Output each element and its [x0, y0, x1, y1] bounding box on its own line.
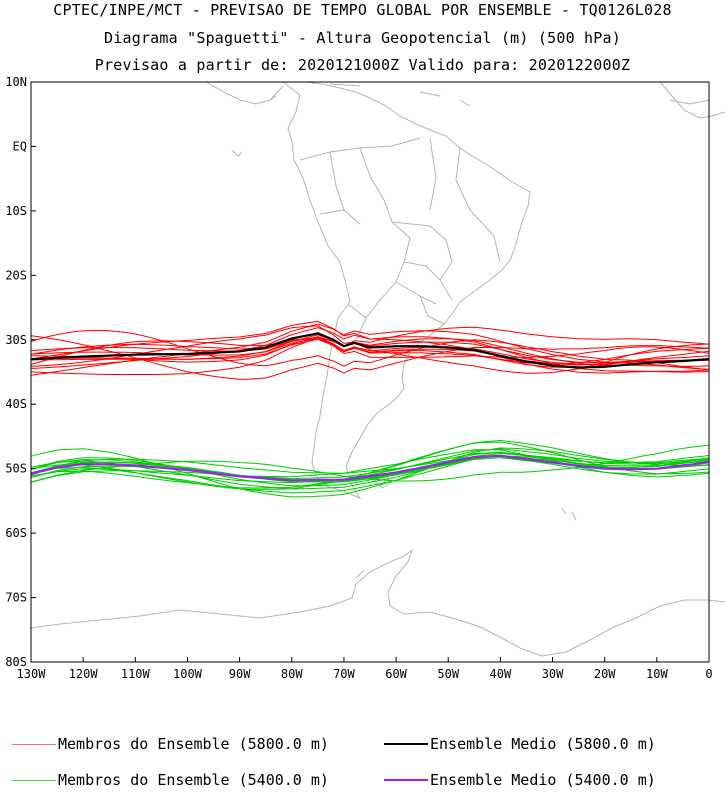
title-line-2: Diagrama "Spaguetti" - Altura Geopotenci…: [104, 29, 621, 47]
longitude-axis: 130W 120W 110W 100W 90W 80W 70W 60W 50W 40W 30W 20W…: [17, 657, 713, 681]
member-line-5800-3: [30, 329, 710, 371]
member-line-5400-5: [30, 439, 709, 489]
legend-swatch-purple: [384, 779, 428, 781]
lon-tick-label: 80W: [281, 667, 303, 681]
lat-tick-label: 20S: [5, 268, 27, 282]
member-line-5400-12: [30, 455, 710, 494]
member-line-5400-6: [30, 447, 710, 498]
member-line-5800-9: [30, 335, 710, 380]
lon-tick-label: 20W: [594, 667, 616, 681]
member-line-5400-1: [30, 449, 710, 483]
lat-tick-label: 10S: [5, 204, 27, 218]
title-line-1: CPTEC/INPE/MCT - PREVISAO DE TEMPO GLOBA…: [53, 1, 672, 19]
lat-tick-label: EQ: [13, 139, 27, 153]
mean-line-5800: [30, 332, 710, 369]
legend-item-members-5400: Membros do Ensemble (5400.0 m): [12, 771, 329, 789]
lat-tick-label: 60S: [5, 526, 27, 540]
lon-tick-label: 50W: [437, 667, 459, 681]
lon-tick-label: 130W: [17, 667, 47, 681]
legend-label: Membros do Ensemble (5800.0 m): [58, 735, 329, 753]
lon-tick-label: 70W: [333, 667, 355, 681]
lon-tick-label: 110W: [121, 667, 151, 681]
legend-swatch-black: [384, 743, 428, 745]
legend-item-members-5800: Membros do Ensemble (5800.0 m): [12, 735, 329, 753]
africa-coastline: [659, 81, 725, 119]
lat-tick-label: 80S: [5, 655, 27, 669]
lat-tick-label: 10N: [5, 75, 27, 89]
member-line-5800-5: [30, 334, 710, 364]
antarctic-islands: [355, 507, 577, 579]
lon-tick-label: 100W: [173, 667, 203, 681]
lon-tick-label: 120W: [69, 667, 99, 681]
coastline-layer: [29, 81, 725, 657]
legend-label: Ensemble Medio (5400.0 m): [430, 771, 656, 789]
latitude-axis: 10N EQ 10S 20S 30S 40S 50S 60S 70S 80S: [5, 75, 36, 669]
lat-tick-label: 30S: [5, 333, 27, 347]
country-borders: [299, 137, 501, 341]
legend-swatch-red: [12, 743, 56, 745]
members-5800-layer: [30, 320, 710, 380]
lon-tick-label: 0: [705, 667, 712, 681]
lon-tick-label: 10W: [646, 667, 668, 681]
caribbean-islands: [231, 83, 471, 157]
lon-tick-label: 30W: [542, 667, 564, 681]
member-line-5400-0: [30, 455, 710, 475]
legend-label: Membros do Ensemble (5400.0 m): [58, 771, 329, 789]
member-line-5400-8: [30, 448, 710, 484]
lon-tick-label: 90W: [229, 667, 251, 681]
legend-item-mean-5800: Ensemble Medio (5800.0 m): [384, 735, 656, 753]
title-line-3: Previsao a partir de: 2020121000Z Valido…: [94, 56, 631, 74]
member-line-5800-8: [30, 326, 710, 376]
legend-item-mean-5400: Ensemble Medio (5400.0 m): [384, 771, 656, 789]
lon-tick-label: 40W: [490, 667, 512, 681]
lat-tick-label: 50S: [5, 462, 27, 476]
member-line-5800-7: [30, 337, 710, 365]
lat-tick-label: 70S: [5, 591, 27, 605]
mean-line-5400: [30, 454, 710, 482]
ensemble-means-layer: [30, 332, 710, 482]
antarctica-coastline: [29, 548, 725, 657]
legend-label: Ensemble Medio (5800.0 m): [430, 735, 656, 753]
member-line-5400-3: [30, 451, 710, 487]
central-america-coastline: [205, 81, 284, 105]
legend-swatch-green: [12, 779, 56, 781]
lat-tick-label: 40S: [5, 397, 27, 411]
member-line-5800-10: [30, 336, 710, 365]
lon-tick-label: 60W: [385, 667, 407, 681]
map-frame: [30, 81, 710, 663]
south-america-coastline: [281, 81, 531, 500]
